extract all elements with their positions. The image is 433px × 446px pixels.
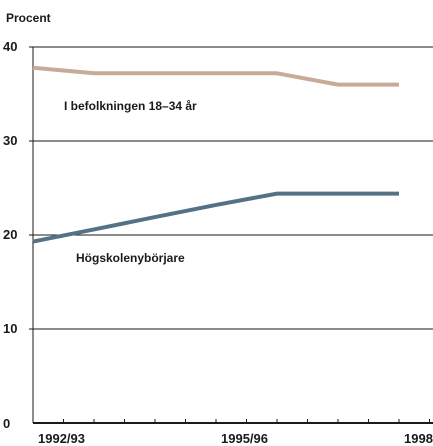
series-label-population: I befolkningen 18–34 år	[64, 99, 197, 113]
series-line-0	[32, 65, 399, 87]
y-tick-label-0: 0	[3, 416, 10, 431]
y-tick-label-20: 20	[3, 227, 17, 242]
x-tick-labels: 1992/93 1995/96 1998/99	[38, 431, 433, 446]
y-tick-label-40: 40	[3, 39, 17, 54]
series-lines	[32, 65, 399, 244]
series-label-new-students: Högskolenybörjare	[76, 251, 185, 265]
y-axis-unit-label: Procent	[6, 11, 51, 25]
axes	[32, 47, 433, 424]
y-tick-labels: 0 10 20 30 40	[3, 39, 17, 431]
x-tick-label-1992-93: 1992/93	[38, 431, 85, 446]
x-tick-label-1998-99: 1998/99	[404, 431, 433, 446]
x-tick-label-1995-96: 1995/96	[221, 431, 268, 446]
y-tick-label-10: 10	[3, 321, 17, 336]
series-line-1	[32, 191, 399, 244]
gridlines	[29, 46, 433, 330]
y-tick-label-30: 30	[3, 133, 17, 148]
